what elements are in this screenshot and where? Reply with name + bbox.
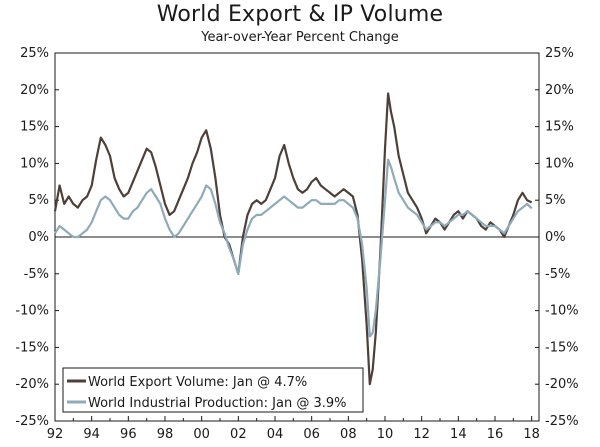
legend: World Export Volume: Jan @ 4.7% World Ind… bbox=[62, 367, 364, 413]
legend-box bbox=[62, 367, 364, 413]
x-tick-label: 94 bbox=[83, 427, 100, 442]
y-tick-label-left: 20% bbox=[20, 83, 49, 98]
series-line-industrial bbox=[54, 158, 533, 338]
y-tick-label-right: 20% bbox=[545, 83, 574, 98]
y-tick-label-right: 5% bbox=[545, 193, 566, 208]
y-tick-label-left: 10% bbox=[20, 156, 49, 171]
y-tick-label-left: 5% bbox=[28, 193, 49, 208]
y-tick-label-right: -15% bbox=[545, 340, 579, 355]
x-tick-label: 10 bbox=[377, 427, 394, 442]
series-line-export bbox=[53, 92, 533, 386]
series-layer bbox=[53, 92, 533, 386]
y-axis-right: 25% 20% 15% 10% 5% 0% -5% -10% -15% -20% -25% bbox=[535, 46, 579, 429]
y-tick-label-right: -10% bbox=[545, 304, 579, 319]
x-tick-label: 08 bbox=[340, 427, 357, 442]
x-tick-label: 98 bbox=[157, 427, 174, 442]
y-tick-label-right: 15% bbox=[545, 120, 574, 135]
y-axis-left: 25% 20% 15% 10% 5% 0% -5% -10% -15% -20% -25% bbox=[15, 46, 59, 429]
y-tick-label-left: 15% bbox=[20, 120, 49, 135]
y-tick-label-right: 0% bbox=[545, 230, 566, 245]
x-tick-label: 00 bbox=[193, 427, 210, 442]
x-tick-label: 18 bbox=[523, 427, 540, 442]
x-tick-label: 92 bbox=[47, 427, 64, 442]
chart-title: World Export & IP Volume bbox=[156, 2, 444, 27]
y-tick-label-left: -5% bbox=[24, 267, 49, 282]
x-tick-label: 02 bbox=[230, 427, 247, 442]
chart-subtitle: Year-over-Year Percent Change bbox=[201, 30, 399, 45]
x-tick-label: 06 bbox=[303, 427, 320, 442]
y-tick-label-left: 0% bbox=[28, 230, 49, 245]
legend-label: World Industrial Production: Jan @ 3.9% bbox=[88, 396, 347, 411]
y-tick-label-left: 25% bbox=[20, 46, 49, 61]
legend-label: World Export Volume: Jan @ 4.7% bbox=[88, 375, 307, 390]
y-tick-label-right: -5% bbox=[545, 267, 570, 282]
y-tick-label-left: -20% bbox=[15, 377, 49, 392]
y-tick-label-right: 25% bbox=[545, 46, 574, 61]
y-tick-label-left: -25% bbox=[15, 414, 49, 429]
x-tick-label: 96 bbox=[120, 427, 137, 442]
x-tick-label: 04 bbox=[267, 427, 284, 442]
x-tick-label: 14 bbox=[450, 427, 467, 442]
x-tick-label: 16 bbox=[487, 427, 504, 442]
y-tick-label-right: 10% bbox=[545, 156, 574, 171]
y-tick-label-left: -10% bbox=[15, 304, 49, 319]
x-axis: 92 94 96 98 00 02 04 06 08 10 12 14 16 18 bbox=[47, 416, 540, 442]
y-tick-label-right: -25% bbox=[545, 414, 579, 429]
y-tick-label-right: -20% bbox=[545, 377, 579, 392]
x-tick-label: 12 bbox=[413, 427, 430, 442]
y-tick-label-left: -15% bbox=[15, 340, 49, 355]
